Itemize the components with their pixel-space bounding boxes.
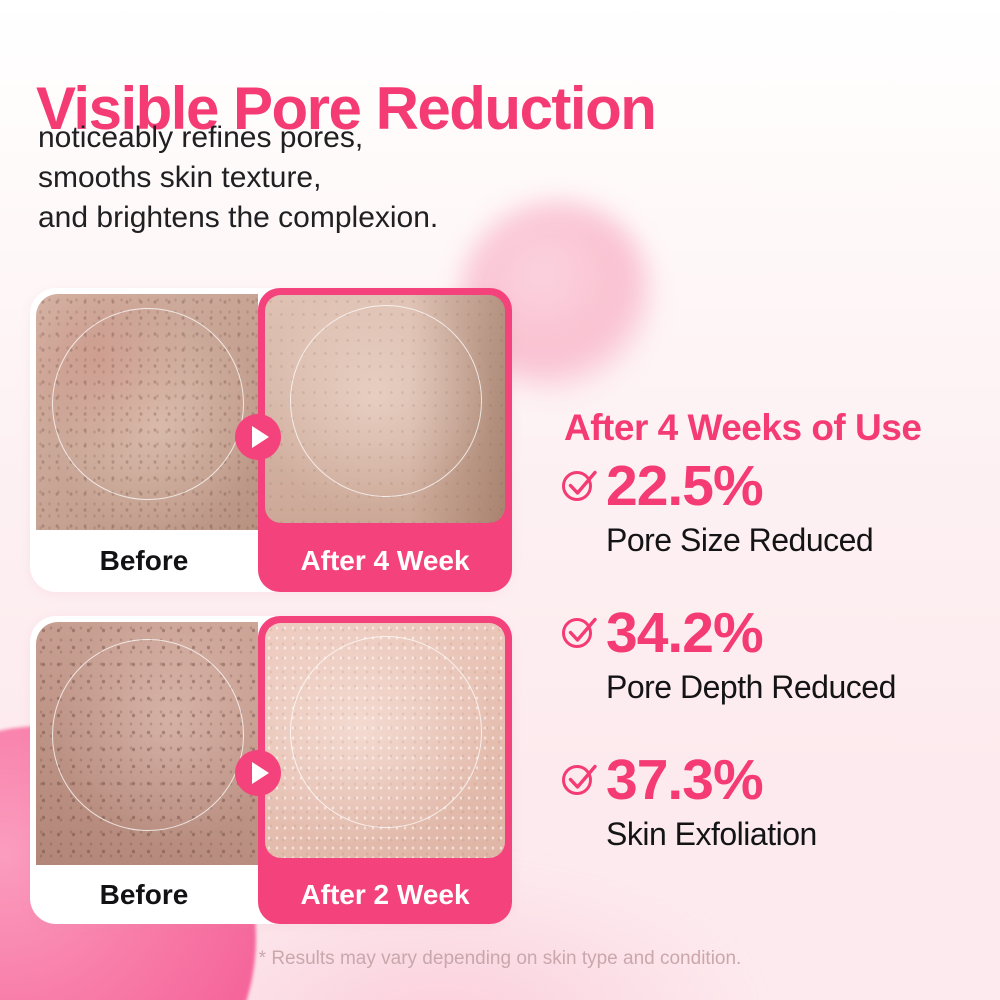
stat-pore-size: 22.5% Pore Size Reduced — [560, 458, 980, 559]
stat-pore-depth: 34.2% Pore Depth Reduced — [560, 605, 980, 706]
stat-label: Pore Depth Reduced — [606, 669, 896, 705]
play-icon — [252, 426, 269, 448]
stat-value: 34.2% — [606, 601, 764, 665]
comparison-card-week4: Before After 4 Week — [30, 288, 512, 592]
stat-text: 37.3% Skin Exfoliation — [606, 752, 980, 853]
page-subtitle: noticeably refines pores, smooths skin t… — [38, 118, 438, 238]
results-stats: 22.5% Pore Size Reduced 34.2% Pore Depth… — [560, 458, 980, 899]
check-circle-icon — [562, 617, 597, 648]
before-photo-week4 — [36, 294, 258, 530]
check-circle-icon — [562, 764, 597, 795]
before-label: Before — [99, 545, 189, 576]
subtitle-line-1: noticeably refines pores, — [38, 121, 364, 154]
after-photo-frame-week2: After 2 Week — [258, 616, 512, 924]
comparison-card-week2: Before After 2 Week — [30, 616, 512, 924]
page-title: Visible Pore Reduction — [36, 75, 657, 143]
focus-circle — [290, 304, 482, 497]
after-photo-week2 — [265, 623, 505, 858]
check-circle-icon — [562, 470, 597, 501]
stat-value: 37.3% — [606, 748, 764, 812]
stat-label: Skin Exfoliation — [606, 816, 817, 852]
stat-label: Pore Size Reduced — [606, 522, 874, 558]
play-button[interactable] — [235, 414, 281, 460]
focus-circle — [290, 636, 482, 829]
stat-text: 34.2% Pore Depth Reduced — [606, 605, 980, 706]
focus-circle — [52, 307, 244, 500]
before-photo-week2 — [36, 622, 258, 865]
after-label: After 2 Week — [300, 878, 470, 910]
disclaimer-footnote: * Results may vary depending on skin typ… — [258, 948, 742, 969]
play-icon — [252, 762, 269, 784]
before-label: Before — [99, 878, 189, 910]
stat-value: 22.5% — [606, 454, 764, 518]
after-label: After 4 Week — [300, 545, 470, 576]
after-photo-week4 — [265, 295, 505, 523]
play-button[interactable] — [235, 750, 281, 796]
subtitle-line-3: and brightens the complexion. — [38, 201, 439, 234]
focus-circle — [52, 638, 244, 831]
stat-skin-exfoliation: 37.3% Skin Exfoliation — [560, 752, 980, 853]
subtitle-line-2: smooths skin texture, — [38, 161, 322, 194]
after-photo-frame-week4: After 4 Week — [258, 288, 512, 592]
results-heading: After 4 Weeks of Use — [564, 406, 922, 448]
stat-text: 22.5% Pore Size Reduced — [606, 458, 980, 559]
